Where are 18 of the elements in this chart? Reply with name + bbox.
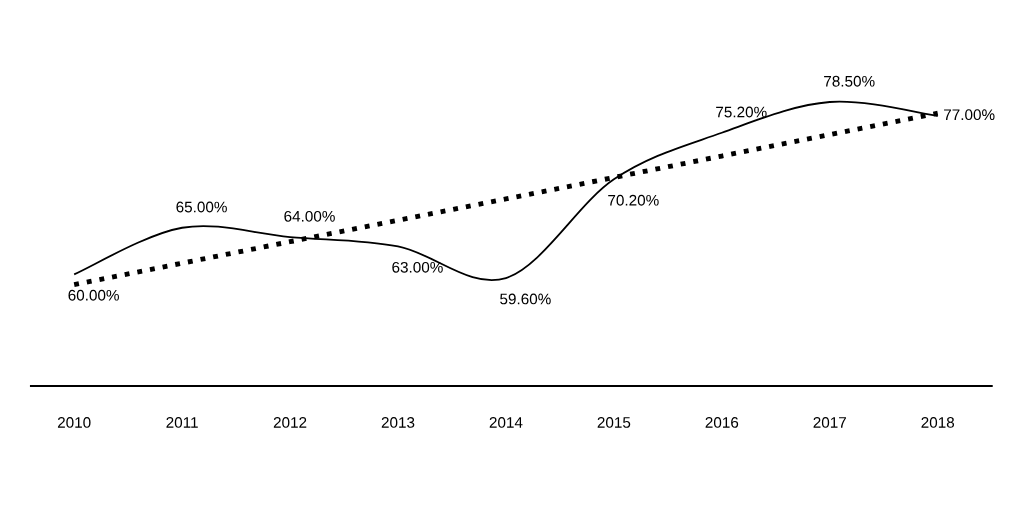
x-tick-label: 2010: [57, 417, 91, 428]
x-tick-label: 2016: [705, 417, 739, 428]
data-label: 78.50%: [824, 75, 875, 87]
x-tick-label: 2012: [273, 417, 307, 428]
x-tick-label: 2013: [381, 417, 415, 428]
data-label: 59.60%: [500, 293, 551, 305]
x-tick-label: 2015: [597, 417, 631, 428]
data-label: 70.20%: [608, 194, 659, 206]
data-label: 65.00%: [176, 201, 227, 213]
x-tick-label: 2014: [489, 417, 523, 428]
data-label: 63.00%: [392, 261, 443, 273]
data-label: 64.00%: [284, 210, 335, 222]
x-tick-label: 2017: [813, 417, 846, 428]
data-label: 77.00%: [944, 109, 995, 121]
x-tick-label: 2011: [166, 417, 198, 428]
data-label: 60.00%: [68, 289, 119, 301]
x-tick-label: 2018: [921, 417, 955, 428]
data-label: 75.20%: [716, 106, 767, 118]
